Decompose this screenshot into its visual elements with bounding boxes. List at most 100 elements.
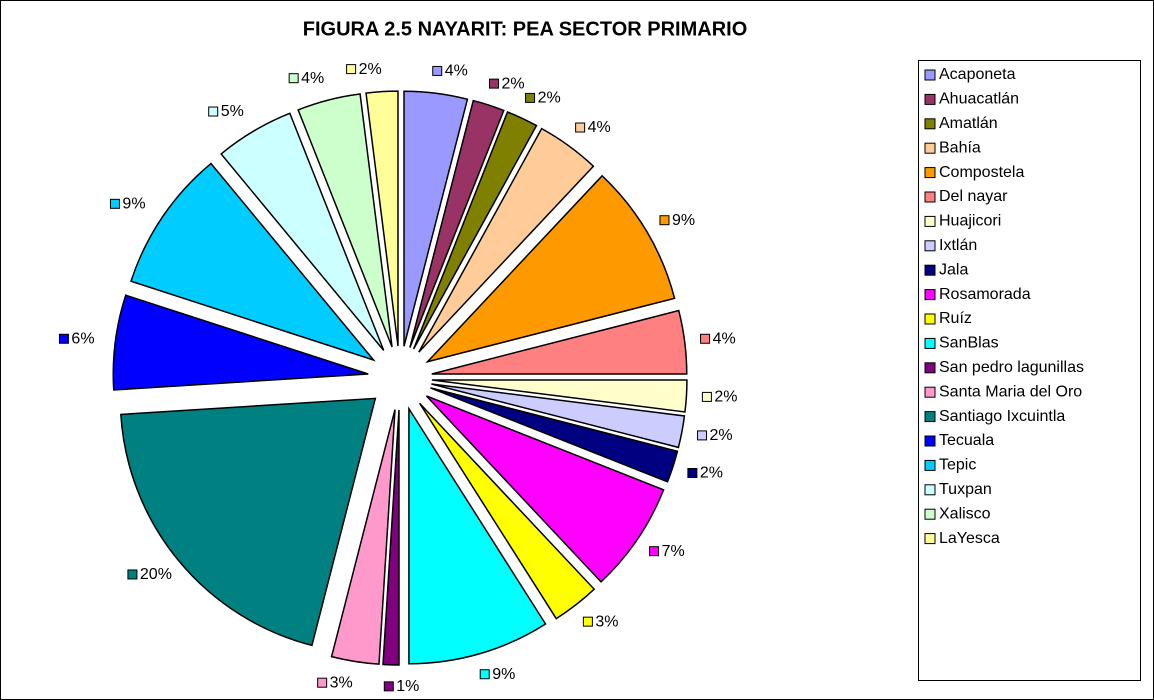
legend-label: Tecuala	[939, 432, 994, 449]
pie-slice	[425, 174, 676, 364]
data-label: 5%	[221, 103, 244, 120]
data-label: 4%	[588, 119, 611, 136]
label-swatch	[525, 92, 536, 103]
legend-swatch	[924, 411, 936, 423]
label-swatch	[127, 569, 138, 580]
legend-swatch	[924, 484, 936, 496]
pie-slice	[431, 379, 688, 413]
legend-label: Compostela	[939, 164, 1024, 181]
legend-label: Santiago Ixcuintla	[939, 408, 1065, 425]
label-swatch	[582, 616, 593, 627]
label-swatch	[575, 122, 586, 133]
pie-slice	[418, 127, 595, 353]
legend-label: Ahuacatlán	[939, 91, 1019, 108]
legend-swatch	[924, 459, 936, 471]
pie-slice	[297, 93, 393, 348]
legend-label: Jala	[939, 261, 968, 278]
pie-slice	[120, 397, 377, 647]
pie-slice	[365, 90, 399, 347]
legend-label: Amatlán	[939, 115, 998, 132]
legend-swatch	[924, 118, 936, 130]
label-swatch	[346, 64, 357, 75]
data-label: 4%	[301, 70, 324, 87]
legend-swatch	[924, 337, 936, 349]
legend-swatch	[924, 508, 936, 520]
data-label: 3%	[330, 674, 353, 691]
pie-slice	[403, 90, 469, 347]
legend-swatch	[924, 142, 936, 154]
legend-swatch	[924, 289, 936, 301]
pie-slice	[112, 294, 369, 391]
legend-label: Tuxpan	[939, 481, 992, 498]
legend-swatch	[924, 386, 936, 398]
legend-label: San pedro lagunillas	[939, 359, 1084, 376]
pie-slice	[220, 112, 385, 351]
label-swatch	[479, 669, 490, 680]
pie-slice	[382, 409, 400, 666]
label-swatch	[208, 106, 219, 117]
label-swatch	[383, 681, 394, 692]
data-label: 2%	[359, 61, 382, 78]
pie-slice	[418, 402, 596, 620]
chart-title: FIGURA 2.5 NAYARIT: PEA SECTOR PRIMARIO	[303, 18, 748, 40]
label-swatch	[697, 430, 708, 441]
pie-slice	[431, 383, 686, 449]
legend-label: Bahía	[939, 139, 981, 156]
data-label: 4%	[445, 63, 468, 80]
legend-label: Ruíz	[939, 310, 972, 327]
data-label: 2%	[538, 90, 561, 107]
pie-slice	[430, 387, 679, 483]
label-swatch	[687, 467, 698, 478]
pie-slice	[409, 99, 505, 348]
legend-label: Ixtlán	[939, 237, 977, 254]
legend-label: SanBlas	[939, 335, 999, 352]
pie-slice	[431, 309, 688, 375]
legend-label: Xalisco	[939, 505, 991, 522]
data-label: 9%	[122, 196, 145, 213]
pie-slice	[412, 110, 538, 350]
legend-label: LaYesca	[939, 530, 1000, 547]
label-swatch	[317, 677, 328, 688]
label-swatch	[659, 215, 670, 226]
data-label: 9%	[492, 666, 515, 683]
legend-label: Tepic	[939, 457, 976, 474]
legend-swatch	[924, 362, 936, 374]
legend-label: Santa Maria del Oro	[939, 383, 1082, 400]
data-label: 7%	[662, 543, 685, 560]
legend-swatch	[924, 264, 936, 276]
data-label: 20%	[140, 566, 172, 583]
data-label: 9%	[672, 212, 695, 229]
legend-label: Rosamorada	[939, 286, 1031, 303]
label-swatch	[701, 391, 712, 402]
legend-swatch	[924, 313, 936, 325]
legend-swatch	[924, 435, 936, 447]
legend-swatch	[924, 69, 936, 81]
label-swatch	[109, 198, 120, 209]
label-swatch	[488, 78, 499, 89]
data-label: 3%	[595, 613, 618, 630]
data-label: 2%	[501, 75, 524, 92]
legend-swatch	[924, 191, 936, 203]
legend-swatch	[924, 215, 936, 227]
pie-slice	[425, 395, 665, 583]
label-swatch	[58, 333, 69, 344]
legend-swatch	[924, 240, 936, 252]
legend-swatch	[924, 533, 936, 545]
data-label: 6%	[71, 330, 94, 347]
label-swatch	[649, 546, 660, 557]
legend-box	[918, 60, 1141, 681]
pie-slice	[408, 406, 547, 665]
pie-slice	[330, 409, 396, 665]
data-label: 2%	[710, 427, 733, 444]
data-label: 2%	[700, 465, 723, 482]
label-swatch	[432, 65, 443, 76]
pie-slice	[130, 162, 376, 362]
legend-swatch	[924, 93, 936, 105]
label-swatch	[700, 333, 711, 344]
data-label: 1%	[396, 678, 419, 695]
data-label: 4%	[713, 330, 736, 347]
legend-label: Del nayar	[939, 188, 1008, 205]
data-label: 2%	[714, 389, 737, 406]
legend-label: Huajicori	[939, 213, 1001, 230]
